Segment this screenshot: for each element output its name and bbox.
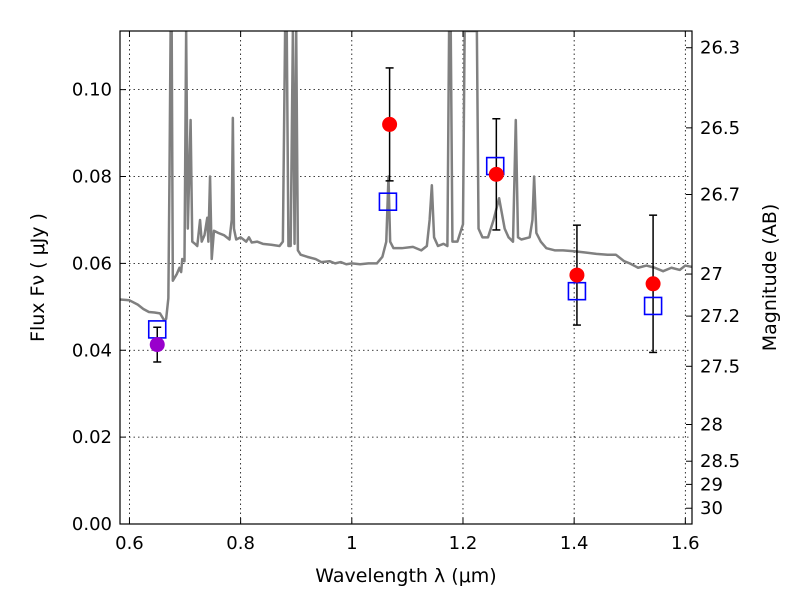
errorbar-layer [153, 67, 658, 363]
observed-point-marker [488, 166, 504, 182]
x-tick-label: 1.4 [560, 533, 589, 554]
model-square-marker [567, 281, 587, 301]
right-y-tick-label: 28.5 [700, 451, 740, 472]
y-tick-label: 0.00 [72, 514, 112, 535]
spectrum-layer [120, 31, 692, 322]
observed-point-marker [149, 337, 165, 353]
y-tick-label: 0.04 [72, 340, 112, 361]
right-y-tick-label: 27.5 [700, 356, 740, 377]
y-axis-label: Flux Fν ( μJy ) [27, 213, 49, 342]
x-axis-label: Wavelength λ (μm) [315, 565, 496, 587]
observed-point-marker [569, 267, 585, 283]
observed-point-marker [382, 116, 398, 132]
right-y-tick-label: 28 [700, 414, 723, 435]
x-tick-label: 1 [346, 533, 357, 554]
model-square-marker [643, 296, 663, 316]
x-tick-label: 0.6 [115, 533, 144, 554]
right-y-tick-label: 26.7 [700, 185, 740, 206]
y-tick-label: 0.06 [72, 253, 112, 274]
right-y-tick-label: 30 [700, 498, 723, 519]
marker-layer [147, 116, 663, 353]
tick-labels: 0.6 0.8 1 1.2 1.4 1.6 0.00 0.02 0.04 0.06 0.08 0.10… [72, 38, 740, 554]
right-y-axis-label: Magnitude (AB) [759, 204, 781, 352]
observed-point-marker [645, 276, 661, 292]
spectrum-line [120, 31, 692, 322]
y-tick-label: 0.08 [72, 167, 112, 188]
right-y-tick-label: 27.2 [700, 306, 740, 327]
x-tick-label: 1.6 [671, 533, 700, 554]
model-square-marker [378, 192, 398, 212]
y-tick-label: 0.10 [72, 80, 112, 101]
right-y-tick-label: 29 [700, 474, 723, 495]
y-tick-label: 0.02 [72, 427, 112, 448]
axis-ticks [120, 31, 692, 525]
plot-frame [119, 30, 693, 525]
right-y-tick-label: 27 [700, 264, 723, 285]
right-y-tick-label: 26.5 [700, 118, 740, 139]
x-tick-label: 1.2 [449, 533, 478, 554]
grid [120, 31, 692, 524]
x-tick-label: 0.8 [226, 533, 255, 554]
right-y-tick-label: 26.3 [700, 38, 740, 59]
